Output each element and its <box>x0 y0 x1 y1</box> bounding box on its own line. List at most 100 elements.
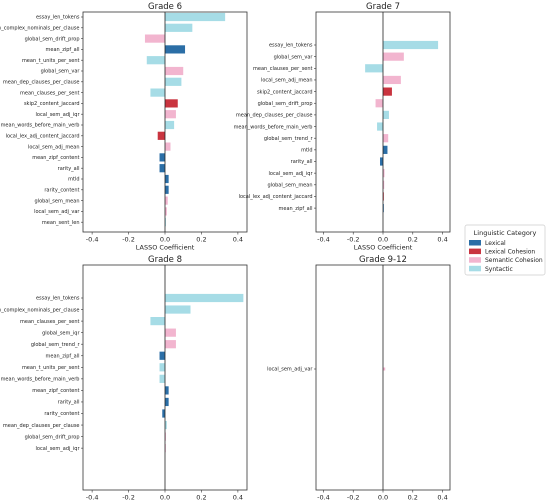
x-tick-label: 0.4 <box>233 236 243 244</box>
bar-global_sem_var <box>383 52 404 61</box>
bar-skip2_content_jaccard <box>383 87 392 96</box>
bar-mean_zipf_content <box>165 386 169 395</box>
y-tick-label: mean_dep_clauses_per_clause <box>3 80 80 86</box>
y-tick-label: global_sem_mean <box>35 198 80 204</box>
legend-frame <box>464 224 546 276</box>
bar-global_sem_drift_prop <box>375 99 383 108</box>
x-tick-label: -0.2 <box>122 236 135 244</box>
bar-mean_words_before_main_verb <box>377 122 383 131</box>
x-axis-label: LASSO Coefficient <box>354 244 413 252</box>
bar-mean_t_units_per_sent <box>146 56 165 65</box>
bar-rarity_all <box>165 397 169 407</box>
y-tick-label: local_sem_adj_var <box>34 209 80 215</box>
x-tick-label: 0.0 <box>160 236 170 244</box>
y-tick-label: global_sem_drift_prop <box>25 36 80 42</box>
chart-title: Grade 6 <box>148 2 182 12</box>
y-tick-label: mean_dep_clauses_per_clause <box>236 113 313 119</box>
bar-global_sem_mean <box>383 180 385 189</box>
x-tick-label: 0.0 <box>378 236 388 244</box>
legend-swatch-syntactic <box>469 265 481 272</box>
bar-mean_sent_len <box>165 218 166 227</box>
chart-panel-3: Grade 8 essay_len_tokens mean_complex_nomi… <box>0 255 248 500</box>
x-tick-label: -0.4 <box>317 494 330 500</box>
legend-label-lexical: Lexical <box>485 240 506 247</box>
y-tick-label: mean_words_before_main_verb <box>1 377 80 383</box>
y-tick-label: rarity_content <box>44 188 79 194</box>
bar-rarity_content <box>162 409 165 418</box>
y-tick-label: mean_t_units_per_sent <box>22 365 80 371</box>
x-tick-label: 0.4 <box>233 494 243 500</box>
bar-global_sem_drift_prop <box>144 34 165 43</box>
chart-title: Grade 7 <box>366 2 400 12</box>
y-tick-label: mean_clauses_per_sent <box>253 66 312 72</box>
bar-mean_clauses_per_sent <box>365 64 383 73</box>
bar-rarity_all <box>159 164 165 173</box>
bar-mean_words_before_main_verb <box>165 120 175 130</box>
bar-local_sem_adj_mean <box>383 75 401 85</box>
x-tick-label: -0.4 <box>317 236 330 244</box>
x-tick-label: -0.2 <box>122 494 135 500</box>
bar-mean_dep_clauses_per_clause <box>165 420 167 430</box>
x-tick-label: 0.2 <box>196 494 206 500</box>
bar-rarity_all <box>380 157 383 166</box>
y-tick-label: local_lex_adj_content_jaccard <box>6 134 80 140</box>
bar-local_sem_adj_iqr <box>383 169 385 178</box>
chart-panel-4: Grade 9-12 local_sem_adj_var -0.4 -0.2 0.0 0.… <box>267 255 451 500</box>
y-tick-label: local_sem_adj_mean <box>261 78 313 84</box>
y-tick-label: local_lex_adj_content_jaccard <box>239 194 313 200</box>
bar-global_sem_drift_prop <box>165 432 166 441</box>
bar-mean_zipf_content <box>159 153 165 162</box>
x-tick-label: 0.4 <box>437 236 447 244</box>
bar-global_sem_mean <box>165 196 168 205</box>
y-tick-label: mean_clauses_per_sent <box>20 90 79 96</box>
bar-rarity_content <box>165 185 169 194</box>
y-tick-label: global_sem_trend_r <box>264 136 314 142</box>
legend-swatch-lexical-cohesion <box>469 248 481 255</box>
x-axis-label: LASSO Coefficient <box>136 244 195 252</box>
bar-mtld <box>383 145 388 154</box>
legend-label-lexical-cohesion: Lexical Cohesion <box>485 249 535 256</box>
bar-mean_clauses_per_sent <box>150 317 165 326</box>
x-tick-label: 0.0 <box>378 494 388 500</box>
legend-swatch-semantic-cohesion <box>469 257 481 263</box>
bar-mtld <box>165 174 169 184</box>
bar-essay_len_tokens <box>383 40 439 50</box>
y-tick-label: rarity_all <box>58 166 80 172</box>
y-tick-label: local_sem_adj_var <box>267 367 313 373</box>
y-tick-label: global_sem_drift_prop <box>25 434 80 440</box>
y-tick-label: global_sem_drift_prop <box>258 101 313 107</box>
y-tick-label: mean_dep_clauses_per_clause <box>3 423 80 429</box>
y-tick-label: mean_complex_nominals_per_clause <box>0 307 80 313</box>
x-tick-label: -0.2 <box>347 494 360 500</box>
bar-mean_words_before_main_verb <box>159 374 165 383</box>
y-tick-label: local_sem_adj_iqr <box>269 171 314 177</box>
bar-local_sem_adj_mean <box>165 142 171 151</box>
y-tick-label: local_sem_adj_iqr <box>36 446 81 452</box>
bar-local_lex_adj_content_jaccard <box>157 131 165 140</box>
x-tick-label: 0.2 <box>408 236 418 244</box>
y-tick-label: global_sem_mean <box>268 183 313 189</box>
bar-mean_dep_clauses_per_clause <box>165 77 182 86</box>
y-tick-label: essay_len_tokens <box>269 43 313 49</box>
y-tick-label: mean_zipf_content <box>32 155 79 161</box>
bar-global_sem_var <box>165 66 184 76</box>
y-tick-label: skip2_content_jaccard <box>24 101 80 107</box>
chart-panel-2: Grade 7 essay_len_tokens global_sem_varmea… <box>234 2 451 252</box>
bar-global_sem_iqr <box>165 328 176 337</box>
bar-mean_complex_nominals_per_clause <box>165 305 191 314</box>
y-tick-label: essay_len_tokens <box>36 15 80 21</box>
bar-skip2_content_jaccard <box>165 99 178 108</box>
x-tick-label: 0.0 <box>160 494 170 500</box>
y-tick-label: skip2_content_jaccard <box>257 89 313 95</box>
chart-panel-1: Grade 6 essay_len_tokens mean_complex_nomi… <box>0 2 248 252</box>
bar-local_sem_adj_iqr <box>165 110 176 119</box>
y-tick-label: local_sem_adj_mean <box>28 144 80 150</box>
y-tick-label: mtld <box>301 148 312 154</box>
legend-swatch-lexical <box>469 240 481 246</box>
y-tick-label: mean_complex_nominals_per_clause <box>0 26 80 32</box>
y-tick-label: global_sem_trend_r <box>31 342 81 348</box>
legend-label-syntactic: Syntactic <box>485 266 513 273</box>
bar-local_sem_adj_var <box>165 207 167 216</box>
y-tick-label: global_sem_var <box>274 54 314 60</box>
y-tick-label: mean_t_units_per_sent <box>22 58 80 64</box>
